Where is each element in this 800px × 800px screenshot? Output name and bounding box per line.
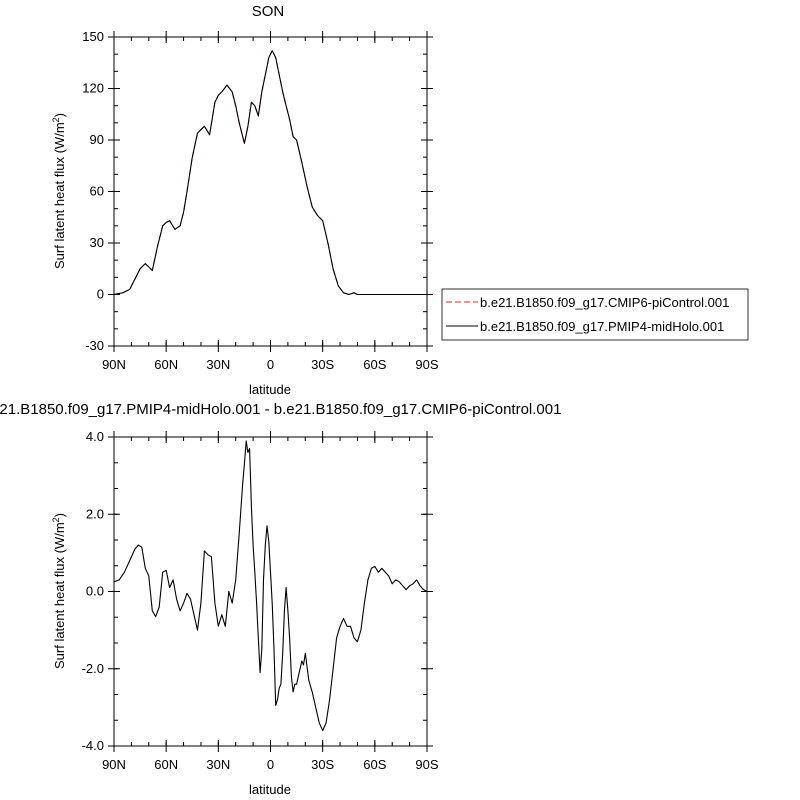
- x-tick-label: 30S: [311, 757, 334, 772]
- bottom-panel: b.e21.B1850.f09_g17.PMIP4-midHolo.001 - …: [0, 401, 561, 797]
- x-tick-label: 60N: [154, 357, 178, 372]
- top-y-axis-label: Surf latent heat flux (W/m2): [51, 113, 67, 269]
- y-tick-label: 120: [82, 81, 104, 96]
- x-tick-label: 30N: [206, 757, 230, 772]
- y-tick-label: 60: [90, 184, 104, 199]
- y-tick-label: 2.0: [86, 506, 104, 521]
- x-tick-label: 30S: [311, 357, 334, 372]
- bottom-series-lines: [113, 440, 428, 732]
- legend-box: [441, 288, 749, 341]
- series-line-1: [113, 50, 427, 296]
- x-tick-label: 0: [267, 757, 274, 772]
- x-tick-label: 0: [267, 357, 274, 372]
- x-tick-label: 60S: [363, 357, 386, 372]
- x-tick-label: 90N: [102, 357, 126, 372]
- series-line-0: [113, 50, 427, 296]
- x-tick-label: 60N: [154, 757, 178, 772]
- top-panel: SON -30 0 30 60 90 120 150 90N 60N 30N 0 30S 60S 90S…: [51, 3, 749, 397]
- x-tick-label: 90N: [102, 757, 126, 772]
- top-title: SON: [252, 3, 285, 20]
- x-tick-label: 90S: [415, 757, 438, 772]
- top-y-ticks: -30 0 30 60 90 120 150: [82, 29, 433, 353]
- bottom-x-axis-label: latitude: [249, 782, 291, 797]
- bottom-x-ticks: 90N 60N 30N 0 30S 60S 90S: [102, 431, 439, 772]
- top-x-axis-label: latitude: [249, 382, 291, 397]
- y-tick-label: -30: [85, 338, 104, 353]
- y-tick-label: 90: [90, 132, 104, 147]
- y-tick-label: -4.0: [82, 738, 104, 753]
- y-tick-label: 0.0: [86, 584, 104, 599]
- top-x-ticks: 90N 60N 30N 0 30S 60S 90S: [102, 31, 439, 372]
- y-tick-label: 30: [90, 235, 104, 250]
- x-tick-label: 60S: [363, 757, 386, 772]
- legend-label-picontrol: b.e21.B1850.f09_g17.CMIP6-piControl.001: [480, 295, 729, 310]
- top-plot-frame: [113, 36, 428, 347]
- y-tick-label: 0: [97, 287, 104, 302]
- y-tick-label: -2.0: [82, 661, 104, 676]
- y-tick-label: 150: [82, 29, 104, 44]
- bottom-y-axis-label: Surf latent heat flux (W/m2): [51, 513, 67, 669]
- y-tick-label: 4.0: [86, 429, 104, 444]
- legend: b.e21.B1850.f09_g17.CMIP6-piControl.001 …: [441, 288, 749, 341]
- x-tick-label: 90S: [415, 357, 438, 372]
- top-series-lines: [113, 50, 427, 296]
- bottom-title: b.e21.B1850.f09_g17.PMIP4-midHolo.001 - …: [0, 401, 561, 418]
- series-line-0: [113, 440, 428, 732]
- bottom-y-ticks: -4.0 -2.0 0.0 2.0 4.0: [82, 429, 433, 753]
- legend-label-midholo: b.e21.B1850.f09_g17.PMIP4-midHolo.001: [480, 319, 724, 334]
- x-tick-label: 30N: [206, 357, 230, 372]
